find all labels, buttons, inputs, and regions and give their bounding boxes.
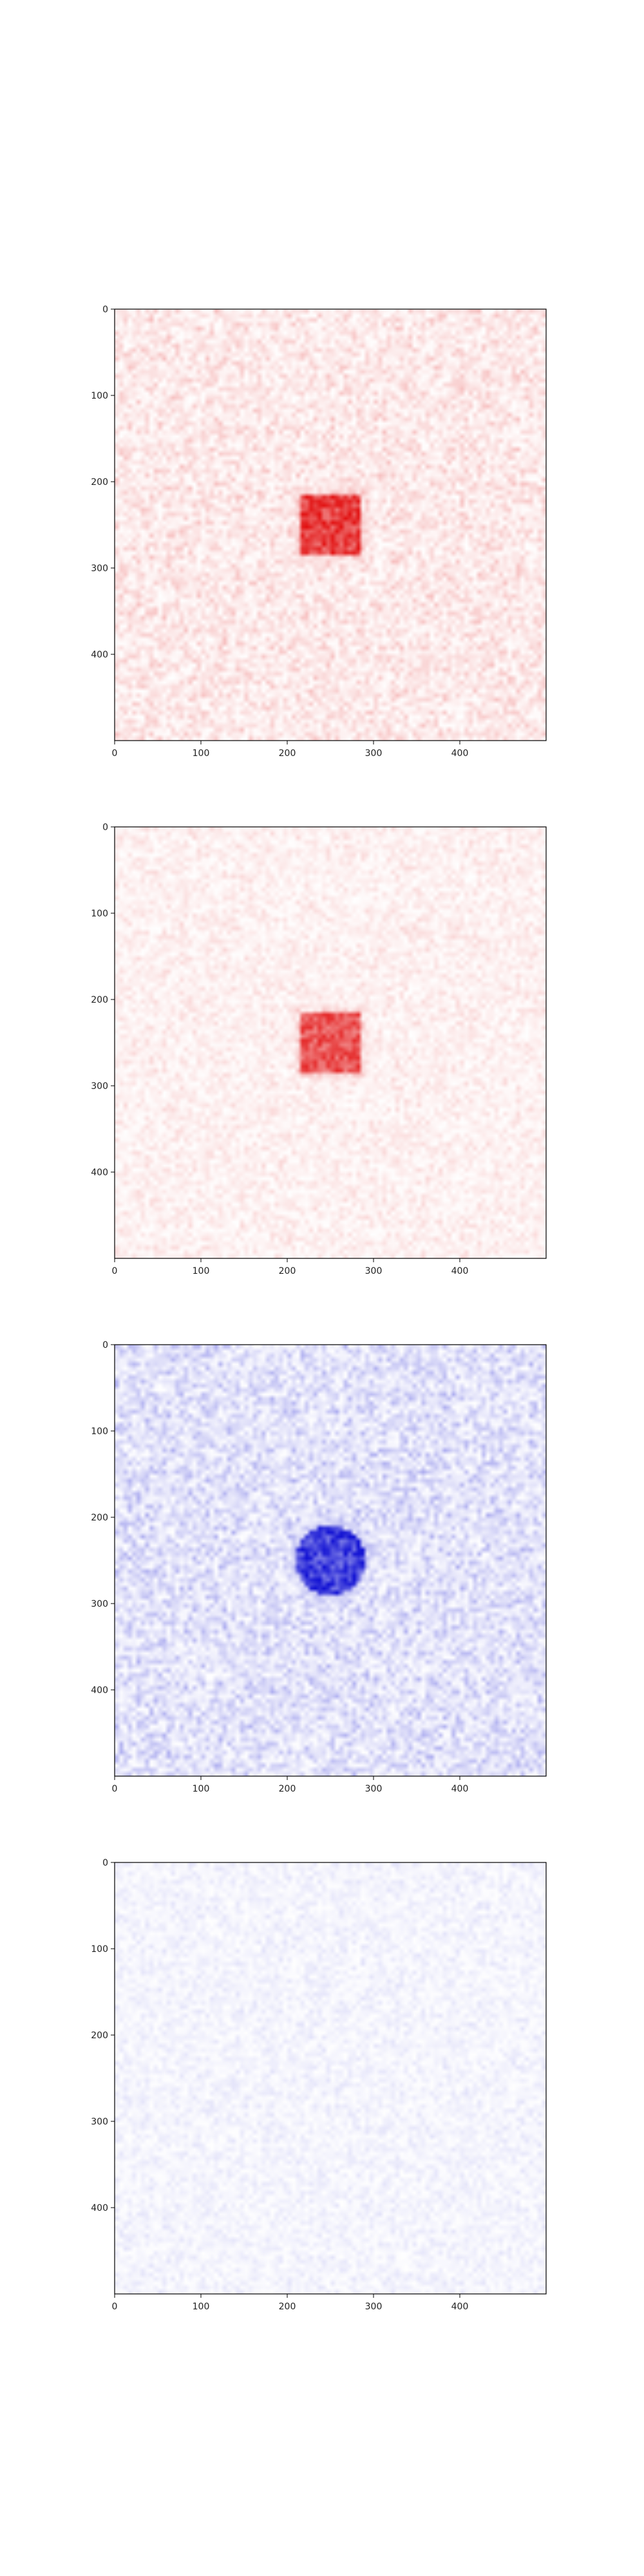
y-tick-label: 300 (91, 1599, 108, 1609)
y-tick-label: 0 (102, 1340, 108, 1350)
y-tick-label: 300 (91, 564, 108, 574)
x-tick-label: 300 (365, 748, 383, 759)
y-tick-label: 400 (91, 650, 108, 660)
y-tick-label: 300 (91, 1081, 108, 1092)
heatmap-panel-4: 0 100 200 300 400 0 100 200 300 400 (91, 1858, 547, 2312)
x-tick-label: 400 (451, 1784, 469, 1794)
x-tick-label: 300 (365, 2302, 383, 2312)
x-tick-label: 300 (365, 1784, 383, 1794)
y-tick-label: 200 (91, 477, 108, 488)
x-tick-label: 200 (279, 1784, 296, 1794)
y-tick-label: 400 (91, 1168, 108, 1178)
x-tick-label: 0 (112, 2302, 118, 2312)
x-tick-label: 400 (451, 2302, 469, 2312)
heatmap-image (115, 1862, 546, 2294)
x-tick-label: 200 (279, 2302, 296, 2312)
axes-frame (114, 1862, 547, 2295)
y-tick-label: 200 (91, 995, 108, 1005)
axes-frame (114, 308, 547, 741)
y-tick-label: 0 (102, 305, 108, 315)
axes-frame (114, 1344, 547, 1777)
y-tick-label: 200 (91, 1513, 108, 1523)
x-tick-label: 400 (451, 1266, 469, 1276)
heatmap-image (115, 827, 546, 1258)
heatmap-panel-2: 0 100 200 300 400 0 100 200 300 400 (91, 822, 547, 1276)
axes-frame (114, 826, 547, 1259)
x-tick-label: 100 (193, 748, 210, 759)
y-tick-label: 300 (91, 2117, 108, 2127)
x-tick-label: 400 (451, 748, 469, 759)
y-tick-label: 100 (91, 909, 108, 919)
x-tick-label: 100 (193, 2302, 210, 2312)
y-tick-label: 100 (91, 391, 108, 401)
x-tick-label: 300 (365, 1266, 383, 1276)
y-tick-label: 100 (91, 1944, 108, 1955)
x-tick-label: 0 (112, 748, 118, 759)
heatmap-panel-3: 0 100 200 300 400 0 100 200 300 400 (91, 1340, 547, 1794)
heatmap-panel-1: 0 100 200 300 400 0 100 200 300 400 (91, 305, 547, 759)
y-tick-label: 0 (102, 1858, 108, 1868)
x-tick-label: 100 (193, 1784, 210, 1794)
x-tick-label: 0 (112, 1784, 118, 1794)
x-tick-label: 100 (193, 1266, 210, 1276)
y-tick-label: 400 (91, 1685, 108, 1696)
heatmap-image (115, 1345, 546, 1776)
x-tick-label: 200 (279, 1266, 296, 1276)
y-tick-label: 0 (102, 822, 108, 833)
y-tick-label: 100 (91, 1426, 108, 1437)
heatmap-image (115, 309, 546, 741)
y-tick-label: 200 (91, 2031, 108, 2041)
x-tick-label: 200 (279, 748, 296, 759)
y-tick-label: 400 (91, 2203, 108, 2213)
x-tick-label: 0 (112, 1266, 118, 1276)
